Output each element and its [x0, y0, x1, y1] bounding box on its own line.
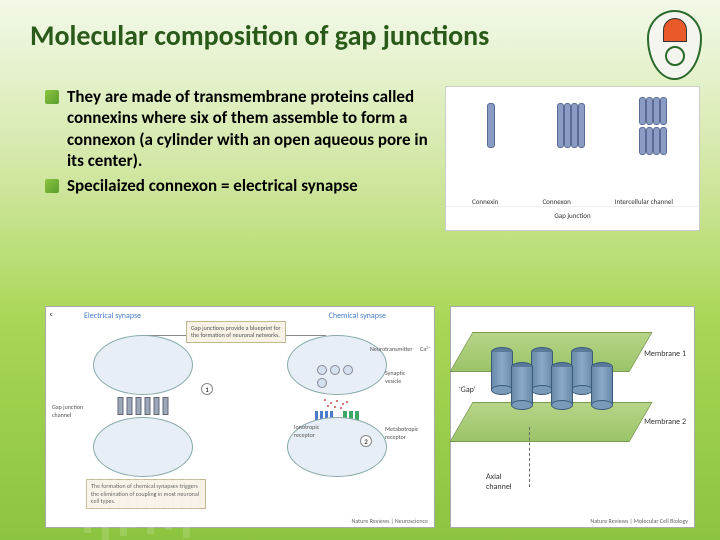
- label-gap: 'Gap': [459, 385, 476, 395]
- channel-item: [615, 95, 693, 195]
- connexon-cylinder-icon: [491, 347, 513, 395]
- fig-label: Connexin: [472, 197, 498, 206]
- step-number: 1: [201, 383, 213, 395]
- label-vesicle: Synaptic vesicle: [385, 369, 420, 385]
- header-chemical: Chemical synapse: [329, 311, 386, 321]
- connexon-cylinder-icon: [551, 362, 573, 410]
- logo-dome-icon: [663, 18, 687, 42]
- fig-sublabel: Gap junction: [446, 206, 699, 224]
- neurotransmitter-dots-icon: [322, 397, 352, 409]
- connexon-cylinder-icon: [591, 362, 613, 410]
- postsynaptic-neuron-icon: [93, 417, 193, 477]
- bullet-text: Specilaized connexon = electrical synaps…: [67, 175, 358, 196]
- figure-gap-junction-3d: 'Gap' Membrane 1 Membrane 2 Axial channe…: [450, 306, 695, 528]
- figure-credit: Nature Reviews | Molecular Cell Biology: [590, 517, 688, 525]
- gap-junction-icon: [118, 397, 169, 415]
- neuron-panels: Gap junction channel 1: [46, 325, 434, 495]
- channel-shape-icon: [639, 97, 669, 157]
- label-gap-channel: Gap junction channel: [52, 403, 92, 419]
- label-ionotropic: Ionotropic receptor: [294, 423, 334, 439]
- connexon-item: [533, 95, 611, 195]
- fig-label: Intercellular channel: [615, 197, 673, 206]
- bullet-icon: [45, 179, 59, 193]
- connexin-shape-icon: [487, 103, 495, 148]
- connexon-shape-icon: [557, 103, 587, 148]
- bullet-text: They are made of transmembrane proteins …: [67, 86, 433, 171]
- decorative-bars: [75, 478, 199, 540]
- label-ca2: Ca²⁺: [420, 345, 430, 353]
- label-neurotransmitter: Neurotransmitter: [370, 345, 413, 353]
- header-electrical: Electrical synapse: [84, 311, 141, 321]
- vesicles-icon: [317, 365, 357, 388]
- content-area: They are made of transmembrane proteins …: [0, 61, 720, 231]
- electrical-panel: Gap junction channel 1: [46, 325, 240, 495]
- logo-circle-icon: [665, 46, 685, 66]
- figure-credit: Nature Reviews | Neuroscience: [351, 517, 428, 525]
- figure-connexin-diagram: Connexin Connexon Intercellular channel …: [445, 86, 700, 231]
- panel-letter: c: [50, 310, 53, 318]
- label-metabotropic: Metabotropic receptor: [385, 425, 435, 441]
- connexon-cylinder-icon: [571, 347, 593, 395]
- slide-title: Molecular composition of gap junctions: [0, 0, 720, 61]
- bullet-icon: [45, 90, 59, 104]
- connexon-cylinder-icon: [531, 347, 553, 395]
- fig-label: Connexon: [542, 197, 570, 206]
- presynaptic-neuron-icon: [93, 335, 193, 395]
- label-membrane2: Membrane 2: [644, 417, 686, 427]
- step-number: 2: [360, 435, 372, 447]
- connexin-item: [452, 95, 530, 195]
- bullet-list: They are made of transmembrane proteins …: [45, 86, 433, 231]
- list-item: Specilaized connexon = electrical synaps…: [45, 175, 433, 196]
- label-axial: Axial channel: [486, 472, 526, 492]
- axial-line-icon: [529, 427, 530, 487]
- connexon-cylinder-icon: [511, 362, 533, 410]
- chemical-panel: Neurotransmitter Ca²⁺ Synaptic vesicle I…: [240, 325, 434, 495]
- list-item: They are made of transmembrane proteins …: [45, 86, 433, 171]
- label-membrane1: Membrane 1: [644, 349, 686, 359]
